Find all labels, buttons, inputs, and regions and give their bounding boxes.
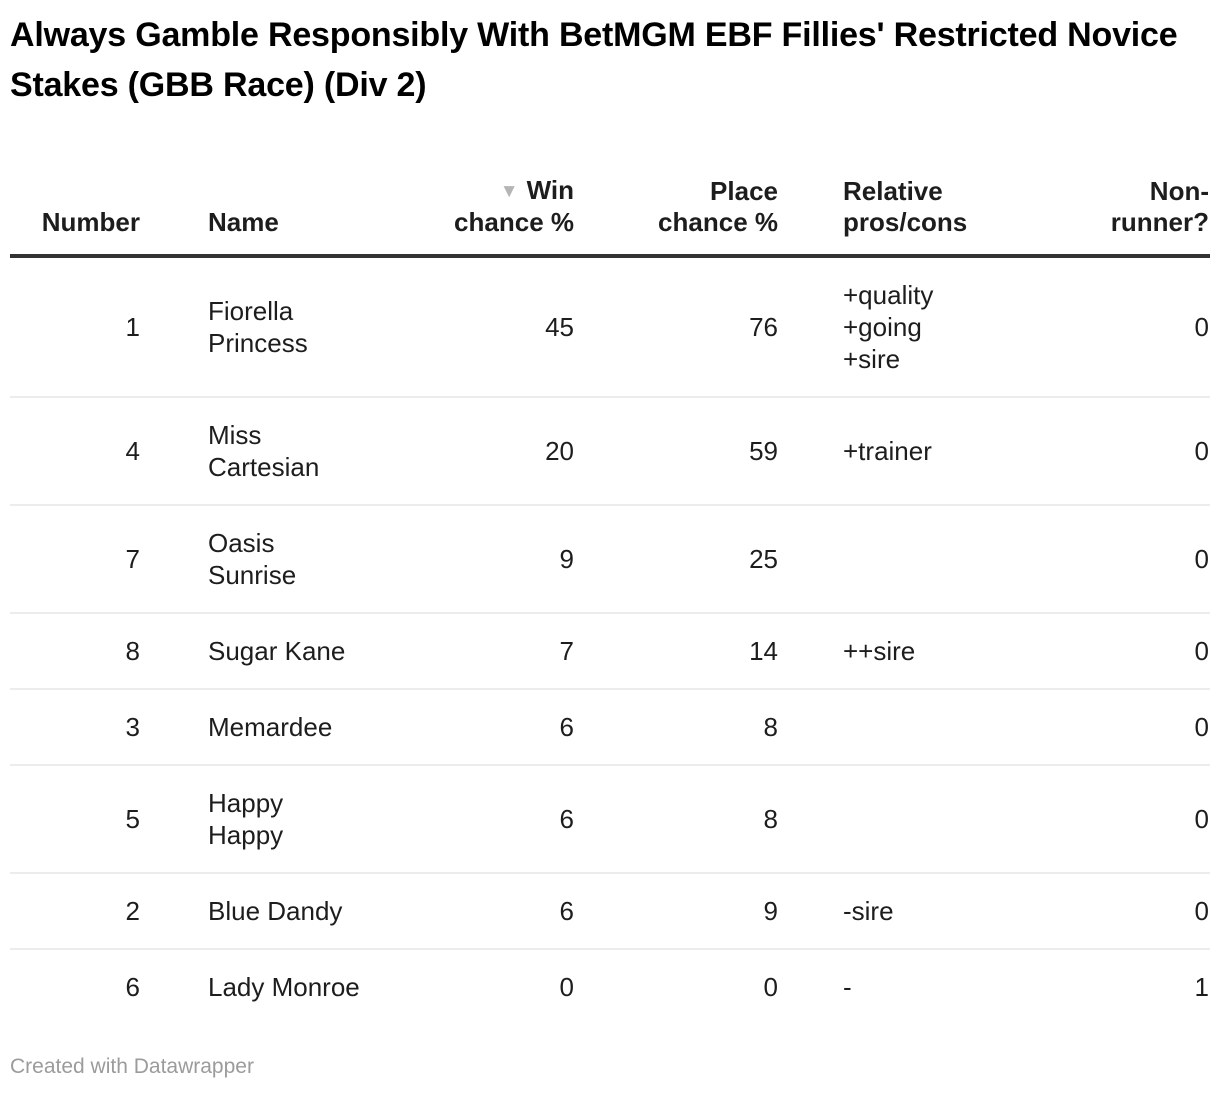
table-body: 1 Fiorella Princess 45 76 +quality +goin…: [10, 256, 1210, 1024]
column-header-label: Place chance %: [658, 176, 778, 237]
column-header-non-runner[interactable]: Non- runner?: [1038, 110, 1210, 258]
cell-non-runner: 1: [1194, 972, 1209, 1002]
column-header-label: Number: [41, 207, 140, 237]
cell-number: 6: [125, 972, 140, 1002]
cell-non-runner: 0: [1038, 873, 1210, 950]
column-header-label: Non- runner?: [1110, 176, 1209, 237]
cell-pros-cons: -: [843, 972, 852, 1002]
cell-pros-cons: ++sire: [788, 613, 1038, 690]
cell-place-chance: 25: [584, 505, 788, 614]
sort-descending-icon: ▼: [499, 181, 519, 202]
cell-win-chance: 6: [444, 873, 584, 950]
table-row: 8 Sugar Kane 7 14 ++sire 0: [10, 613, 1210, 690]
cell-name: Oasis Sunrise: [144, 505, 444, 614]
cell-number: 4: [10, 397, 144, 506]
cell-non-runner: 0: [1038, 765, 1210, 874]
chart-container: Always Gamble Responsibly With BetMGM EB…: [0, 10, 1220, 1080]
column-header-label: Win chance %: [454, 175, 574, 237]
cell-number: 5: [10, 765, 144, 874]
chart-title: Always Gamble Responsibly With BetMGM EB…: [10, 16, 1178, 104]
cell-win-chance: 45: [444, 256, 584, 398]
table-row: 3 Memardee 6 8 0: [10, 689, 1210, 766]
table-row: 2 Blue Dandy 6 9 -sire 0: [10, 873, 1210, 950]
cell-win-chance: 7: [444, 613, 584, 690]
cell-place-chance: 0: [763, 972, 778, 1002]
data-table: Number Name ▼ Win chance % Place chance %…: [10, 110, 1210, 1024]
cell-name: Fiorella Princess: [144, 256, 444, 398]
table-header: Number Name ▼ Win chance % Place chance %…: [10, 110, 1210, 258]
cell-non-runner: 0: [1038, 613, 1210, 690]
column-header-place-chance[interactable]: Place chance %: [584, 110, 788, 258]
cell-place-chance: 9: [584, 873, 788, 950]
cell-name: Memardee: [144, 689, 444, 766]
column-header-number[interactable]: Number: [10, 110, 144, 258]
cell-pros-cons: +quality +going +sire: [788, 256, 1038, 398]
cell-name: Happy Happy: [144, 765, 444, 874]
column-header-pros-cons[interactable]: Relative pros/cons: [788, 110, 1038, 258]
cell-place-chance: 8: [584, 689, 788, 766]
column-header-label: Name: [208, 207, 279, 237]
cell-pros-cons: +trainer: [788, 397, 1038, 506]
cell-win-chance: 9: [444, 505, 584, 614]
cell-non-runner: 0: [1038, 505, 1210, 614]
table-row: 4 Miss Cartesian 20 59 +trainer 0: [10, 397, 1210, 506]
column-header-label: Relative pros/cons: [843, 176, 968, 237]
cell-number: 8: [10, 613, 144, 690]
cell-number: 2: [10, 873, 144, 950]
cell-win-chance: 20: [444, 397, 584, 506]
table-row: 7 Oasis Sunrise 9 25 0: [10, 505, 1210, 614]
cell-pros-cons: -sire: [788, 873, 1038, 950]
cell-name: Sugar Kane: [144, 613, 444, 690]
cell-win-chance: 6: [444, 689, 584, 766]
cell-place-chance: 76: [584, 256, 788, 398]
cell-non-runner: 0: [1038, 397, 1210, 506]
cell-non-runner: 0: [1038, 256, 1210, 398]
cell-pros-cons: [788, 765, 1038, 874]
header-row: Number Name ▼ Win chance % Place chance %…: [10, 110, 1210, 258]
cell-name: Lady Monroe: [208, 972, 360, 1002]
cell-pros-cons: [788, 505, 1038, 614]
cell-place-chance: 8: [584, 765, 788, 874]
cell-name: Miss Cartesian: [144, 397, 444, 506]
cell-win-chance: 0: [559, 972, 574, 1002]
cell-place-chance: 59: [584, 397, 788, 506]
cell-place-chance: 14: [584, 613, 788, 690]
cell-number: 1: [10, 256, 144, 398]
table-row: 1 Fiorella Princess 45 76 +quality +goin…: [10, 256, 1210, 398]
cell-number: 7: [10, 505, 144, 614]
cell-pros-cons: [788, 689, 1038, 766]
cell-non-runner: 0: [1038, 689, 1210, 766]
cell-name: Blue Dandy: [144, 873, 444, 950]
table-row: 6 Lady Monroe 0 0 - 1: [10, 949, 1210, 1024]
datawrapper-credit-link[interactable]: Created with Datawrapper: [10, 1055, 254, 1078]
table-row: 5 Happy Happy 6 8 0: [10, 765, 1210, 874]
column-header-name[interactable]: Name: [144, 110, 444, 258]
cell-win-chance: 6: [444, 765, 584, 874]
cell-number: 3: [10, 689, 144, 766]
column-header-win-chance[interactable]: ▼ Win chance %: [444, 110, 584, 258]
